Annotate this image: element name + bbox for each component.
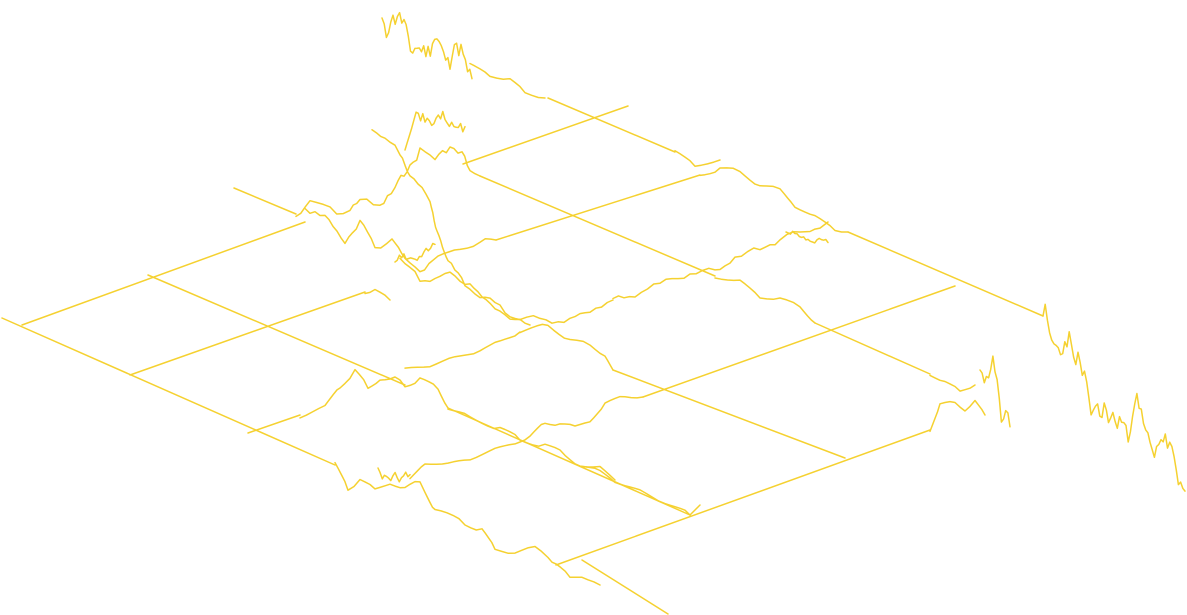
wave-trace bbox=[304, 207, 497, 273]
wave-trace bbox=[689, 504, 701, 516]
wave-trace bbox=[334, 461, 601, 586]
wave-trace bbox=[404, 331, 521, 369]
wave-trace bbox=[447, 408, 691, 516]
grid-line bbox=[233, 187, 297, 215]
wave-trace bbox=[714, 277, 816, 324]
wave-trace bbox=[699, 167, 849, 233]
wave-trace bbox=[295, 146, 481, 218]
grid-line bbox=[462, 105, 629, 165]
grid-line bbox=[612, 369, 846, 459]
wave-trace bbox=[371, 129, 614, 324]
wave-trace bbox=[929, 399, 986, 433]
grid-line bbox=[1, 317, 336, 466]
grid-line bbox=[547, 97, 676, 153]
noise-trace bbox=[404, 110, 466, 151]
wave-trace bbox=[364, 288, 391, 301]
grid-line bbox=[555, 429, 931, 566]
wave-trace bbox=[409, 395, 644, 480]
grid-line bbox=[479, 175, 716, 277]
grid-line bbox=[814, 322, 931, 375]
wave-trace bbox=[674, 149, 721, 167]
noise-trace bbox=[394, 242, 436, 263]
noise-trace bbox=[381, 11, 473, 80]
wave-trace bbox=[519, 323, 614, 371]
noise-trace bbox=[377, 467, 411, 483]
grid-line bbox=[847, 231, 1044, 317]
grid-line bbox=[147, 274, 406, 386]
grid-line bbox=[495, 174, 701, 241]
grid-line bbox=[129, 291, 366, 376]
grid-line bbox=[642, 285, 956, 398]
wave-trace bbox=[399, 257, 531, 326]
grid-line bbox=[21, 221, 306, 326]
noise-trace bbox=[979, 355, 1011, 428]
noise-trace bbox=[785, 230, 829, 244]
grid-line bbox=[581, 559, 669, 615]
wave-trace bbox=[299, 368, 449, 419]
wave-trace bbox=[469, 62, 546, 99]
noise-trace bbox=[1042, 303, 1186, 492]
trace-group bbox=[1, 11, 1186, 615]
wave-trace bbox=[579, 465, 616, 481]
wave-trace bbox=[929, 374, 976, 392]
